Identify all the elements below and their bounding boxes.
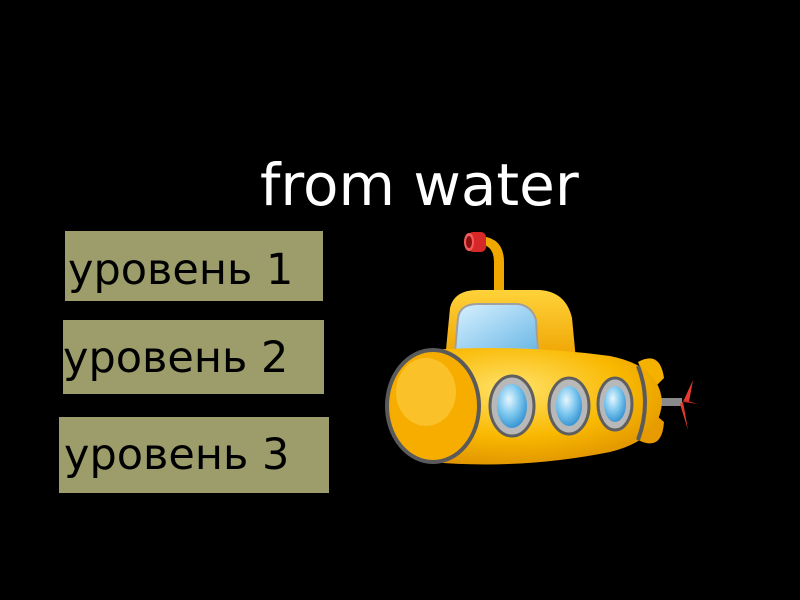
level-2-button[interactable]: уровень 2 — [63, 320, 324, 394]
portholes — [488, 374, 634, 438]
hull — [385, 348, 662, 465]
level-1-label: уровень 1 — [68, 245, 294, 295]
level-3-button[interactable]: уровень 3 — [59, 417, 329, 493]
propeller — [660, 380, 698, 430]
game-title: from water — [260, 151, 579, 219]
yellow-submarine-icon — [385, 232, 698, 465]
level-2-label: уровень 2 — [63, 333, 289, 383]
periscope — [464, 232, 504, 300]
level-1-button[interactable]: уровень 1 — [65, 231, 323, 301]
level-3-label: уровень 3 — [64, 430, 290, 480]
conning-tower — [445, 290, 576, 360]
